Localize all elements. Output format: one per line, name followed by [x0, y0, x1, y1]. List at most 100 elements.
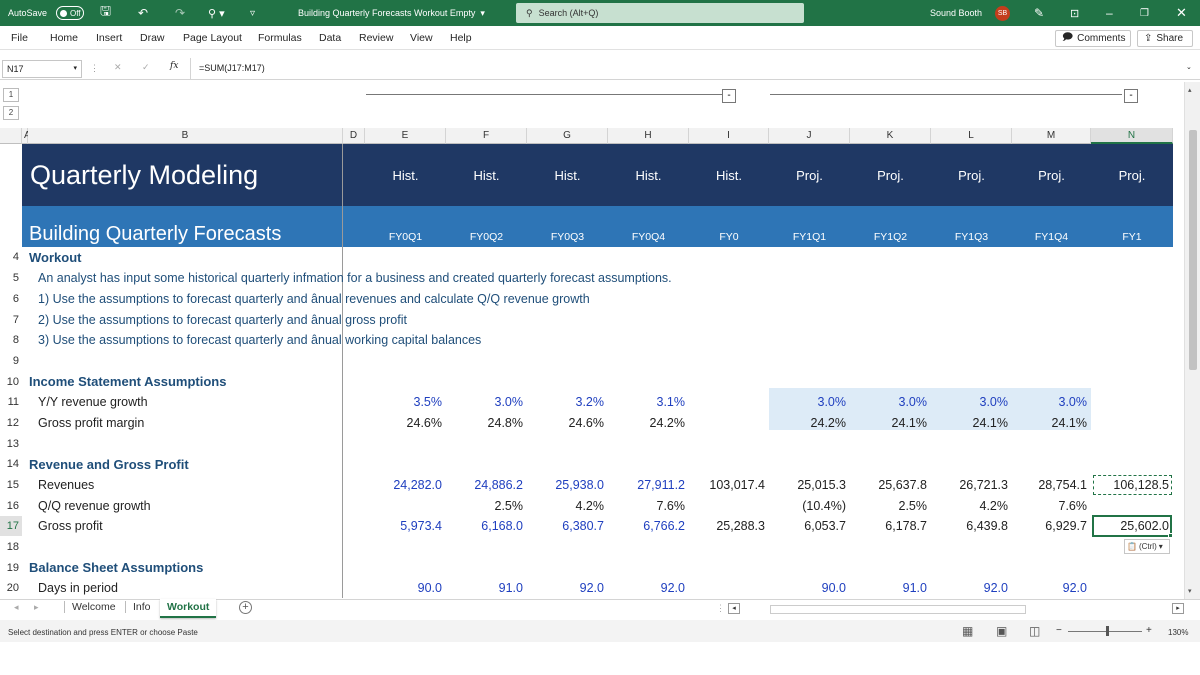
collapse-group-button[interactable]: -: [722, 89, 736, 103]
horizontal-scroll-thumb[interactable]: [770, 605, 1026, 614]
gpm-cell-h[interactable]: 24.2%: [649, 415, 685, 430]
yoy-cell-f[interactable]: 3.0%: [494, 395, 524, 409]
gpm-cell-i[interactable]: [689, 412, 769, 433]
enter-icon[interactable]: ✓: [142, 62, 150, 72]
zoom-slider[interactable]: [1068, 631, 1142, 632]
sheet-tab-info[interactable]: Info: [125, 601, 158, 613]
column-header-j[interactable]: J: [769, 128, 850, 144]
avatar[interactable]: SB: [995, 6, 1010, 21]
yoy-cell-m[interactable]: 3.0%: [1058, 395, 1088, 409]
scroll-tabs-right-icon[interactable]: ▸: [34, 602, 39, 612]
row-header-7[interactable]: 7: [0, 309, 22, 330]
yoy-cell-g[interactable]: 3.2%: [575, 395, 605, 409]
revenue-cell-i[interactable]: 103,017.4: [709, 477, 765, 492]
column-header-n[interactable]: N: [1091, 128, 1173, 144]
column-header-d[interactable]: D: [343, 128, 365, 144]
days-cell-i[interactable]: [689, 578, 769, 598]
cancel-icon[interactable]: ✕: [114, 62, 122, 72]
touch-mode-icon[interactable]: ⚲ ▾: [208, 7, 225, 20]
revenue-cell-g[interactable]: 25,938.0: [555, 477, 604, 492]
row-header-6[interactable]: 6: [0, 288, 22, 309]
hscroll-left-icon[interactable]: ◂: [728, 603, 740, 614]
tab-page-layout[interactable]: Page Layout: [183, 32, 242, 44]
days-cell-f[interactable]: 91.0: [498, 581, 523, 595]
gpm-cell-l[interactable]: 24.1%: [972, 415, 1008, 430]
revenue-cell-m[interactable]: 28,754.1: [1038, 477, 1087, 492]
yoy-cell-h[interactable]: 3.1%: [656, 395, 686, 409]
row-header-14[interactable]: 14: [0, 454, 22, 474]
column-header-l[interactable]: L: [931, 128, 1012, 144]
yoy-cell-k[interactable]: 3.0%: [898, 395, 928, 409]
column-header-m[interactable]: M: [1012, 128, 1091, 144]
yoy-cell-j[interactable]: 3.0%: [817, 395, 847, 409]
row-header-16[interactable]: 16: [0, 495, 22, 516]
tab-review[interactable]: Review: [359, 32, 394, 44]
gross-profit-cell-f[interactable]: 6,168.0: [481, 519, 523, 533]
sheet-tab-workout[interactable]: Workout: [160, 599, 217, 618]
normal-view-icon[interactable]: ▦: [962, 624, 974, 638]
row-header-5[interactable]: 5: [0, 267, 22, 288]
zoom-in-icon[interactable]: +: [1146, 625, 1152, 636]
sheet-tab-welcome[interactable]: Welcome: [64, 601, 123, 613]
column-header-g[interactable]: G: [527, 128, 608, 144]
gross-profit-cell-m[interactable]: 6,929.7: [1045, 519, 1087, 533]
save-icon[interactable]: 🖫: [100, 3, 112, 18]
scroll-tabs-left-icon[interactable]: ◂: [14, 602, 19, 612]
document-title[interactable]: Building Quarterly Forecasts Workout Emp…: [298, 7, 485, 19]
row-header-2[interactable]: 2: [12, 233, 19, 245]
row-header-20[interactable]: 20: [0, 578, 22, 598]
column-header-h[interactable]: H: [608, 128, 689, 144]
vertical-scroll-thumb[interactable]: [1189, 130, 1197, 370]
gross-profit-cell-j[interactable]: 6,053.7: [804, 519, 846, 533]
tab-home[interactable]: Home: [50, 32, 79, 44]
days-cell-l[interactable]: 92.0: [983, 581, 1008, 595]
revenue-cell-e[interactable]: 24,282.0: [393, 477, 442, 492]
tab-draw[interactable]: Draw: [140, 32, 165, 44]
worksheet-grid[interactable]: A B D E F G H I J K L M N 1 2 4 5 6 7 8 …: [0, 128, 1184, 598]
active-cell-n17[interactable]: [1092, 515, 1172, 537]
share-button[interactable]: ⇪ Share: [1137, 30, 1193, 47]
gpm-cell-f[interactable]: 24.8%: [487, 415, 523, 430]
expand-formula-icon[interactable]: ⌄: [1186, 64, 1192, 71]
revenue-cell-h[interactable]: 27,911.2: [637, 477, 685, 492]
scroll-up-icon[interactable]: ▴: [1188, 87, 1192, 94]
tab-formulas[interactable]: Formulas: [258, 32, 302, 44]
column-header-i[interactable]: I: [689, 128, 769, 144]
select-all-corner[interactable]: [0, 128, 22, 144]
gross-profit-cell-i[interactable]: 25,288.3: [716, 519, 765, 533]
customize-qat-icon[interactable]: ▿: [250, 7, 256, 19]
gpm-cell-m[interactable]: 24.1%: [1051, 415, 1087, 430]
comments-button[interactable]: 🗩 Comments: [1055, 30, 1131, 47]
gross-profit-cell-n[interactable]: 25,602.0: [1120, 519, 1169, 533]
qq-growth-cell-h[interactable]: 7.6%: [656, 498, 686, 513]
insert-function-icon[interactable]: fx: [170, 61, 179, 71]
column-header-e[interactable]: E: [365, 128, 446, 144]
restore-icon[interactable]: ❐: [1140, 7, 1149, 19]
column-header-b[interactable]: B: [28, 128, 343, 144]
gross-profit-cell-l[interactable]: 6,439.8: [966, 519, 1008, 533]
zoom-level[interactable]: 130%: [1168, 628, 1189, 637]
column-header-k[interactable]: K: [850, 128, 931, 144]
yoy-cell-n[interactable]: [1091, 392, 1173, 412]
formula-input[interactable]: =SUM(J17:M17): [190, 58, 1184, 80]
column-header-a[interactable]: A: [22, 128, 31, 144]
days-cell-e[interactable]: 90.0: [417, 581, 442, 595]
row-header-11[interactable]: 11: [0, 392, 22, 412]
tab-file[interactable]: File: [11, 32, 28, 44]
revenue-cell-j[interactable]: 25,015.3: [797, 477, 846, 492]
ribbon-display-icon[interactable]: ⊡: [1070, 7, 1080, 20]
revenue-cell-f[interactable]: 24,886.2: [474, 477, 523, 492]
revenue-cell-n[interactable]: 106,128.5: [1113, 477, 1169, 492]
row-header-19[interactable]: 19: [0, 557, 22, 578]
vertical-scrollbar[interactable]: ▴ ▾: [1184, 82, 1200, 599]
gpm-cell-n[interactable]: [1091, 412, 1173, 433]
tab-help[interactable]: Help: [450, 32, 472, 44]
days-cell-h[interactable]: 92.0: [660, 581, 685, 595]
gpm-cell-e[interactable]: 24.6%: [406, 415, 442, 430]
row-header-1[interactable]: 1: [12, 182, 19, 194]
gross-profit-cell-k[interactable]: 6,178.7: [885, 519, 927, 533]
yoy-cell-i[interactable]: [689, 392, 769, 412]
revenue-cell-l[interactable]: 26,721.3: [959, 477, 1008, 492]
column-header-f[interactable]: F: [446, 128, 527, 144]
row-header-10[interactable]: 10: [0, 371, 22, 392]
